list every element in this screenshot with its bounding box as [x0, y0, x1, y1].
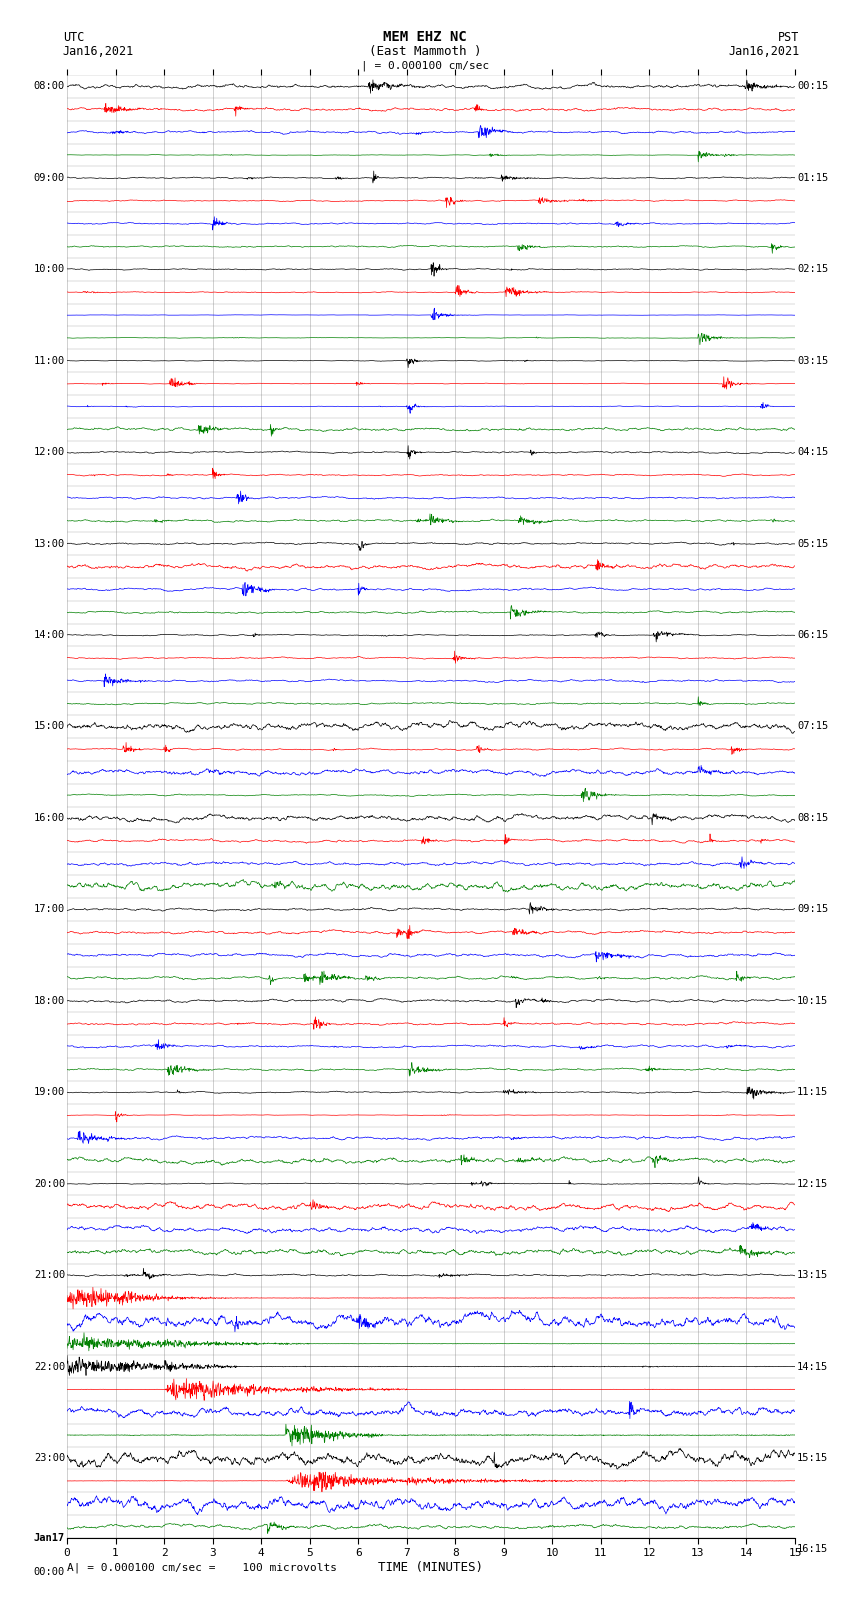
Text: 23:00: 23:00 [34, 1453, 65, 1463]
Text: 10:15: 10:15 [797, 995, 828, 1007]
Text: 01:15: 01:15 [797, 173, 828, 182]
Text: 00:00: 00:00 [34, 1568, 65, 1578]
Text: 02:15: 02:15 [797, 265, 828, 274]
Text: 15:15: 15:15 [797, 1453, 828, 1463]
Text: 13:15: 13:15 [797, 1269, 828, 1281]
Text: 16:00: 16:00 [34, 813, 65, 823]
Text: 09:15: 09:15 [797, 905, 828, 915]
Text: 11:00: 11:00 [34, 356, 65, 366]
Text: 16:15: 16:15 [797, 1544, 828, 1555]
Text: 08:15: 08:15 [797, 813, 828, 823]
Text: 00:15: 00:15 [797, 81, 828, 92]
Text: 06:15: 06:15 [797, 631, 828, 640]
Text: PST: PST [778, 31, 799, 44]
Text: 17:00: 17:00 [34, 905, 65, 915]
X-axis label: TIME (MINUTES): TIME (MINUTES) [378, 1561, 484, 1574]
Text: 12:15: 12:15 [797, 1179, 828, 1189]
Text: 12:00: 12:00 [34, 447, 65, 456]
Text: | = 0.000100 cm/sec: | = 0.000100 cm/sec [361, 61, 489, 71]
Text: Jan17: Jan17 [34, 1532, 65, 1544]
Text: 09:00: 09:00 [34, 173, 65, 182]
Text: 20:00: 20:00 [34, 1179, 65, 1189]
Text: 10:00: 10:00 [34, 265, 65, 274]
Text: 13:00: 13:00 [34, 539, 65, 548]
Text: (East Mammoth ): (East Mammoth ) [369, 45, 481, 58]
Text: MEM EHZ NC: MEM EHZ NC [383, 31, 467, 44]
Text: 07:15: 07:15 [797, 721, 828, 731]
Text: 04:15: 04:15 [797, 447, 828, 456]
Text: 03:15: 03:15 [797, 356, 828, 366]
Text: Jan16,2021: Jan16,2021 [728, 45, 799, 58]
Text: 08:00: 08:00 [34, 81, 65, 92]
Text: 14:15: 14:15 [797, 1361, 828, 1371]
Text: A| = 0.000100 cm/sec =    100 microvolts: A| = 0.000100 cm/sec = 100 microvolts [67, 1563, 337, 1573]
Text: UTC: UTC [63, 31, 84, 44]
Text: 05:15: 05:15 [797, 539, 828, 548]
Text: 11:15: 11:15 [797, 1087, 828, 1097]
Text: 18:00: 18:00 [34, 995, 65, 1007]
Text: 21:00: 21:00 [34, 1269, 65, 1281]
Text: 15:00: 15:00 [34, 721, 65, 731]
Text: 14:00: 14:00 [34, 631, 65, 640]
Text: 19:00: 19:00 [34, 1087, 65, 1097]
Text: Jan16,2021: Jan16,2021 [63, 45, 134, 58]
Text: 22:00: 22:00 [34, 1361, 65, 1371]
